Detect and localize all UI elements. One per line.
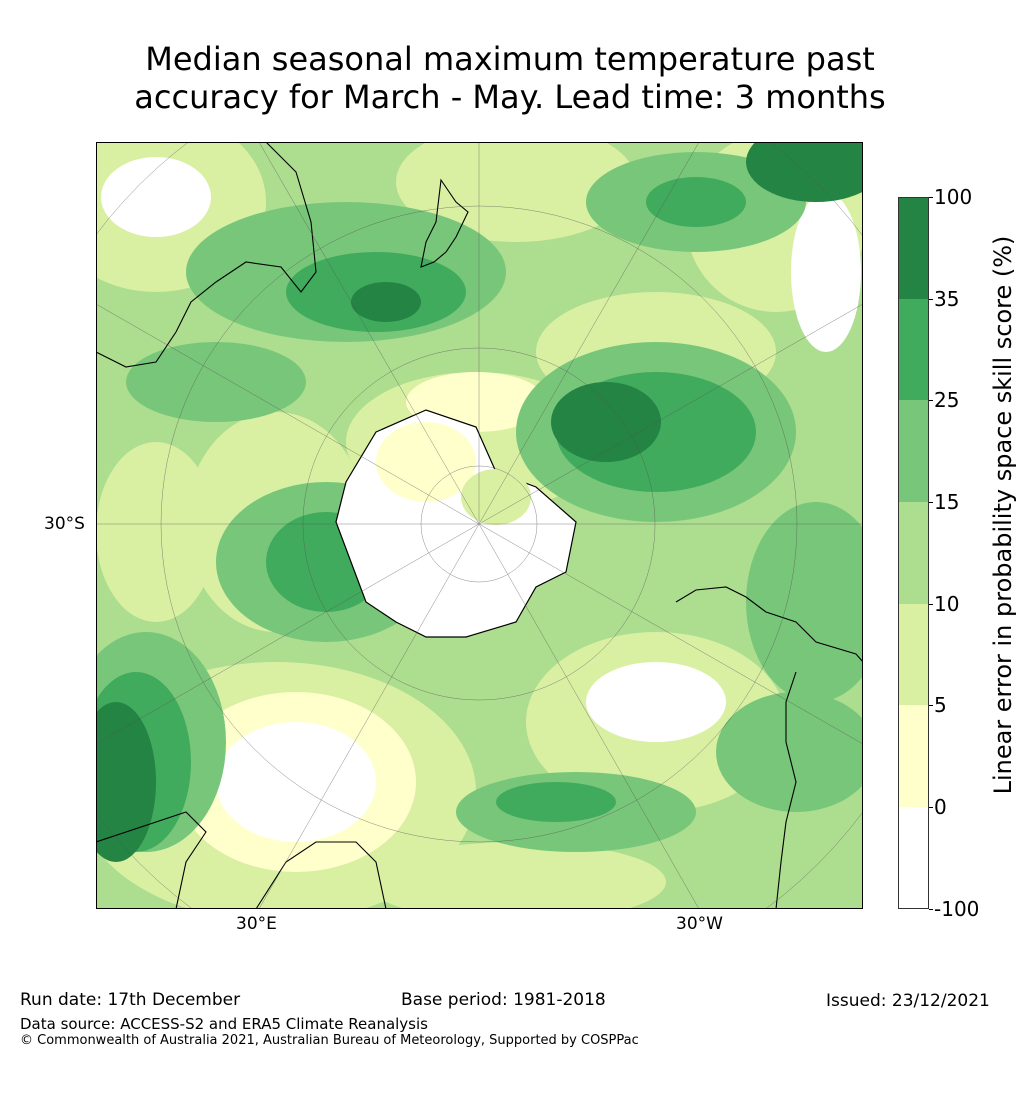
colorbar — [898, 197, 929, 909]
colorbar-bin-25-35 — [898, 299, 929, 400]
run-date: Run date: 17th December — [20, 990, 241, 1010]
colorbar-label: Linear error in probability space skill … — [989, 235, 1017, 795]
colorbar-bin-0-5 — [898, 705, 929, 807]
colorbar-tick-0: 0 — [929, 795, 947, 819]
colorbar-tick-35: 35 — [928, 287, 960, 311]
colorbar-bin-15-25 — [898, 400, 929, 502]
issued-date: Issued: 23/12/2021 — [826, 991, 990, 1011]
colorbar-tick-15: 15 — [928, 490, 960, 514]
title-line-1: Median seasonal maximum temperature past — [145, 40, 875, 78]
south-africa-coast — [255, 841, 387, 909]
map-frame — [96, 142, 863, 909]
new-zealand-coast — [420, 178, 469, 268]
title-line-2: accuracy for March - May. Lead time: 3 m… — [134, 78, 886, 116]
graticule — [96, 142, 863, 909]
colorbar-bin-neg100-0 — [898, 807, 929, 909]
skill-score-map — [96, 142, 863, 909]
lon-label-30e: 30°E — [236, 914, 277, 934]
colorbar-bin-10-15 — [898, 502, 929, 604]
colorbar-frame — [898, 197, 929, 909]
colorbar-tick-25: 25 — [928, 388, 960, 412]
map-canvas — [96, 142, 863, 909]
australia-coast — [96, 142, 317, 368]
coastlines — [96, 142, 863, 909]
colorbar-tick-5: 5 — [929, 693, 947, 717]
colorbar-tick-neg100: -100 — [928, 897, 980, 921]
colorbar-bin-35-100 — [898, 197, 929, 299]
colorbar-tick-100: 100 — [928, 185, 973, 209]
south-america-coast — [675, 586, 863, 909]
colorbar-tick-10: 10 — [928, 592, 960, 616]
africa-coast — [96, 811, 207, 909]
colorbar-bin-5-10 — [898, 604, 929, 705]
data-source: Data source: ACCESS-S2 and ERA5 Climate … — [20, 1015, 428, 1033]
lat-label-30s: 30°S — [44, 514, 85, 534]
base-period: Base period: 1981-2018 — [401, 990, 606, 1010]
lon-label-30w: 30°W — [676, 914, 723, 934]
copyright-notice: © Commonwealth of Australia 2021, Austra… — [20, 1033, 639, 1048]
chart-title: Median seasonal maximum temperature past… — [0, 40, 1020, 116]
